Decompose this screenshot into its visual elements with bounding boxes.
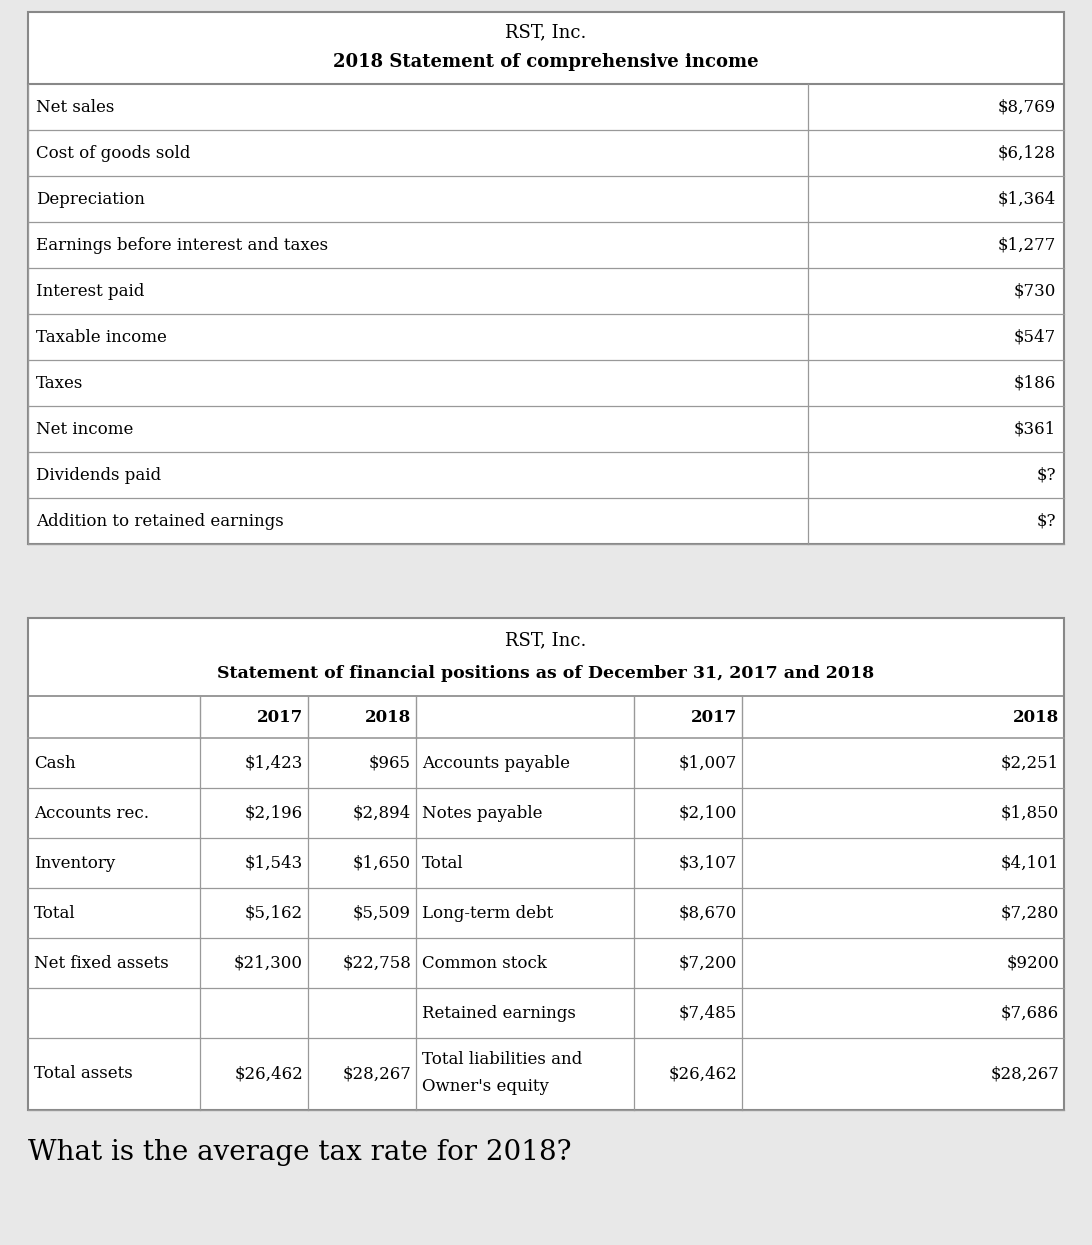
Text: $2,251: $2,251 — [1000, 754, 1059, 772]
Text: $547: $547 — [1013, 329, 1056, 346]
Text: Long-term debt: Long-term debt — [422, 905, 554, 921]
Text: $26,462: $26,462 — [668, 1066, 737, 1082]
Text: $22,758: $22,758 — [342, 955, 411, 971]
Text: Owner's equity: Owner's equity — [422, 1078, 549, 1096]
Text: $6,128: $6,128 — [998, 144, 1056, 162]
Text: $28,267: $28,267 — [342, 1066, 411, 1082]
Text: Interest paid: Interest paid — [36, 283, 144, 300]
Text: $26,462: $26,462 — [235, 1066, 302, 1082]
Text: Accounts payable: Accounts payable — [422, 754, 570, 772]
Text: Inventory: Inventory — [34, 854, 116, 871]
Text: $9200: $9200 — [1006, 955, 1059, 971]
Text: Total: Total — [34, 905, 75, 921]
Text: RST, Inc.: RST, Inc. — [506, 631, 586, 649]
Text: Cash: Cash — [34, 754, 75, 772]
Text: $4,101: $4,101 — [1000, 854, 1059, 871]
Text: $1,007: $1,007 — [678, 754, 737, 772]
Text: 2018 Statement of comprehensive income: 2018 Statement of comprehensive income — [333, 54, 759, 71]
Text: $2,196: $2,196 — [245, 804, 302, 822]
Text: $8,769: $8,769 — [998, 98, 1056, 116]
Text: 2017: 2017 — [257, 708, 302, 726]
Text: $2,894: $2,894 — [353, 804, 411, 822]
Bar — [28, 12, 1064, 544]
Text: Total assets: Total assets — [34, 1066, 133, 1082]
Text: $965: $965 — [369, 754, 411, 772]
Text: $?: $? — [1036, 467, 1056, 483]
Text: Retained earnings: Retained earnings — [422, 1005, 575, 1021]
Text: $?: $? — [1036, 513, 1056, 529]
Text: RST, Inc.: RST, Inc. — [506, 22, 586, 41]
Text: Depreciation: Depreciation — [36, 190, 145, 208]
Text: What is the average tax rate for 2018?: What is the average tax rate for 2018? — [28, 1138, 571, 1165]
Text: Total liabilities and: Total liabilities and — [422, 1051, 582, 1068]
Text: 2018: 2018 — [1012, 708, 1059, 726]
Text: Taxes: Taxes — [36, 375, 83, 391]
Text: Dividends paid: Dividends paid — [36, 467, 162, 483]
Text: $7,280: $7,280 — [1000, 905, 1059, 921]
Text: $5,162: $5,162 — [245, 905, 302, 921]
Text: $1,543: $1,543 — [245, 854, 302, 871]
Text: Notes payable: Notes payable — [422, 804, 543, 822]
Text: $1,423: $1,423 — [245, 754, 302, 772]
Text: Taxable income: Taxable income — [36, 329, 167, 346]
Text: 2018: 2018 — [365, 708, 411, 726]
Text: Total: Total — [422, 854, 464, 871]
Text: Earnings before interest and taxes: Earnings before interest and taxes — [36, 237, 328, 254]
Text: $1,850: $1,850 — [1000, 804, 1059, 822]
Text: $7,485: $7,485 — [679, 1005, 737, 1021]
Text: Net income: Net income — [36, 421, 133, 437]
Text: $1,364: $1,364 — [998, 190, 1056, 208]
Text: 2017: 2017 — [691, 708, 737, 726]
Text: Accounts rec.: Accounts rec. — [34, 804, 149, 822]
Text: $1,650: $1,650 — [353, 854, 411, 871]
Text: $1,277: $1,277 — [998, 237, 1056, 254]
Text: $28,267: $28,267 — [990, 1066, 1059, 1082]
Text: $8,670: $8,670 — [679, 905, 737, 921]
Text: $361: $361 — [1013, 421, 1056, 437]
Text: Net sales: Net sales — [36, 98, 115, 116]
Text: Cost of goods sold: Cost of goods sold — [36, 144, 190, 162]
Text: $7,686: $7,686 — [1001, 1005, 1059, 1021]
Text: Net fixed assets: Net fixed assets — [34, 955, 169, 971]
Text: $5,509: $5,509 — [353, 905, 411, 921]
Text: $2,100: $2,100 — [678, 804, 737, 822]
Text: $3,107: $3,107 — [678, 854, 737, 871]
Text: $21,300: $21,300 — [234, 955, 302, 971]
Text: Addition to retained earnings: Addition to retained earnings — [36, 513, 284, 529]
Bar — [28, 618, 1064, 1111]
Text: $730: $730 — [1013, 283, 1056, 300]
Text: $7,200: $7,200 — [678, 955, 737, 971]
Text: $186: $186 — [1013, 375, 1056, 391]
Text: Common stock: Common stock — [422, 955, 547, 971]
Text: Statement of financial positions as of December 31, 2017 and 2018: Statement of financial positions as of D… — [217, 666, 875, 682]
